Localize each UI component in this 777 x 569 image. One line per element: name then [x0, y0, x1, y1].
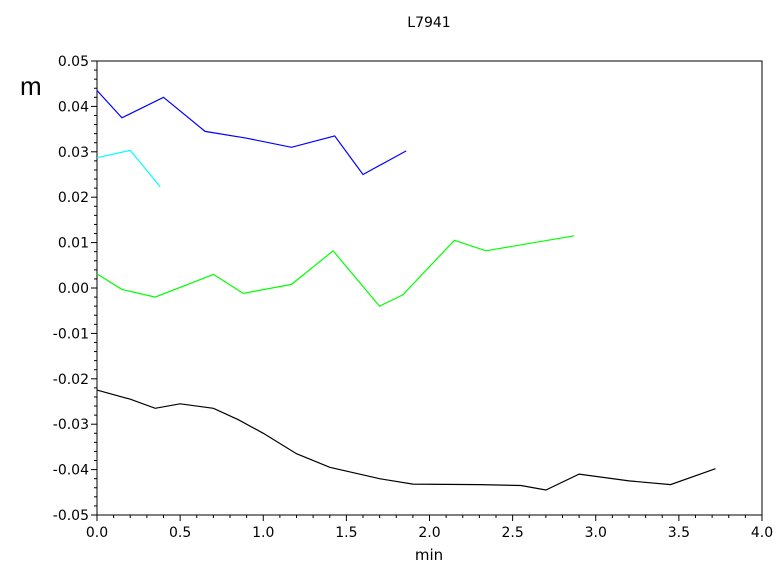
y-tick-label: -0.02	[53, 372, 89, 388]
series-line-2	[96, 149, 161, 188]
y-tick-label: 0.04	[58, 99, 89, 115]
chart-title: L7941	[407, 15, 450, 31]
series-line-4	[96, 389, 716, 491]
y-tick-label: -0.04	[53, 463, 89, 479]
y-tick-label: 0.05	[58, 54, 89, 70]
y-tick-label: -0.05	[53, 508, 89, 524]
y-tick-label: 0.00	[58, 281, 89, 297]
series-line-1	[96, 90, 407, 176]
plot-frame	[96, 60, 763, 516]
x-tick-label: 0.0	[86, 525, 108, 541]
x-tick-label: 3.5	[668, 525, 690, 541]
x-tick-label: 1.0	[252, 525, 274, 541]
y-tick-label: 0.02	[58, 190, 89, 206]
y-tick-label: 0.03	[58, 145, 89, 161]
x-tick-label: 0.5	[169, 525, 191, 541]
x-axis-label: min	[415, 546, 443, 564]
y-tick-label: 0.01	[58, 236, 89, 252]
x-tick-label: 2.0	[418, 525, 440, 541]
y-axis-label: m	[20, 71, 42, 101]
x-tick-label: 3.0	[585, 525, 607, 541]
x-tick-label: 4.0	[751, 525, 773, 541]
plot-area: 0.05 0.04 0.03 0.02 0.01 0.00 -0.01 -0.02 -0.03 -…	[53, 54, 773, 541]
series-line-3	[96, 235, 575, 307]
y-tick-label: -0.01	[53, 326, 89, 342]
x-tick-label: 2.5	[501, 525, 523, 541]
y-tick-label: -0.03	[53, 417, 89, 433]
x-tick-label: 1.5	[335, 525, 357, 541]
